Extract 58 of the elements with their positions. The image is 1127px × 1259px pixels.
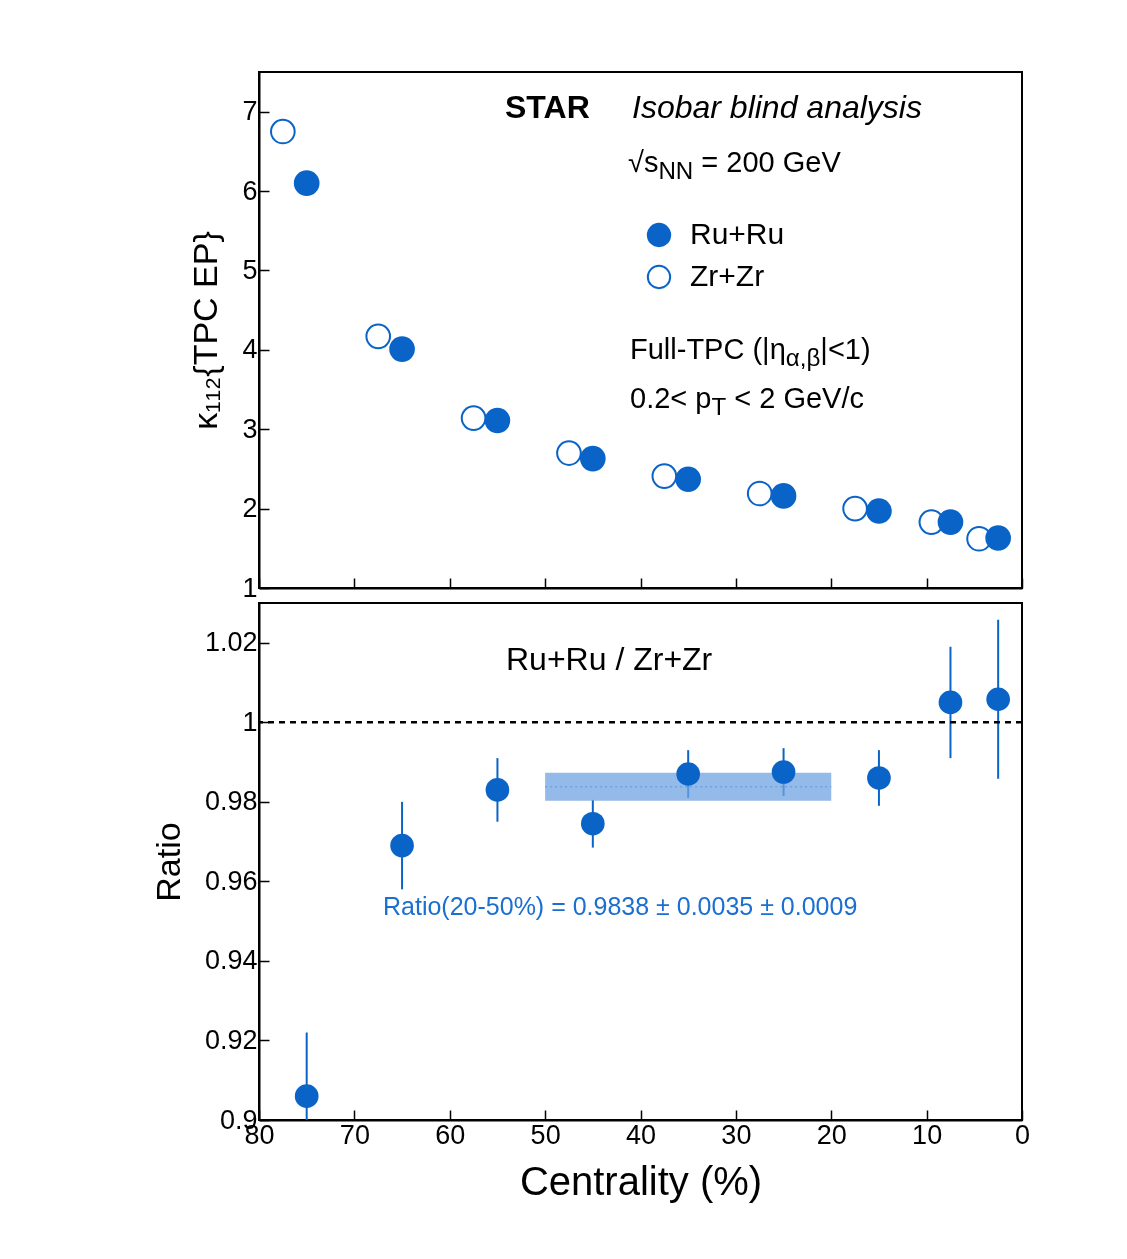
x-tick-label: 60 bbox=[435, 1119, 466, 1150]
point bbox=[294, 1084, 319, 1108]
x-tick-label: 50 bbox=[530, 1119, 561, 1150]
annotation: Ru+Ru / Zr+Zr bbox=[506, 640, 713, 679]
x-axis-title: Centrality (%) bbox=[519, 1158, 763, 1203]
point bbox=[867, 766, 891, 790]
x-tick-label: 20 bbox=[816, 1119, 847, 1150]
x-tick-label: 0 bbox=[1014, 1119, 1031, 1150]
y-axis-title: Ratio bbox=[148, 822, 187, 902]
point bbox=[270, 118, 296, 145]
point bbox=[842, 495, 868, 522]
annotation: Ratio(20-50%) = 0.9838 ± 0.0035 ± 0.0009 bbox=[383, 891, 858, 921]
x-tick-label: 10 bbox=[912, 1119, 943, 1150]
point bbox=[675, 466, 702, 493]
point bbox=[484, 407, 511, 434]
point bbox=[293, 170, 320, 196]
y-tick-label: 0.96 bbox=[204, 865, 258, 896]
point bbox=[985, 525, 1011, 551]
annotation: 0.2< p$_{T}$ < 2 GeV/c bbox=[630, 381, 865, 421]
y-tick-label: 4 bbox=[242, 334, 258, 365]
point bbox=[556, 440, 582, 466]
y-tick-label: 1 bbox=[242, 572, 258, 603]
point bbox=[676, 762, 701, 786]
point bbox=[938, 690, 963, 715]
point bbox=[770, 483, 797, 509]
annotation: STAR bbox=[505, 88, 590, 127]
point bbox=[771, 760, 796, 784]
y-tick-label: 3 bbox=[242, 413, 258, 444]
point bbox=[365, 323, 392, 350]
point bbox=[651, 463, 678, 489]
y-tick-label: 7 bbox=[242, 96, 258, 127]
y-tick-label: 1.02 bbox=[204, 627, 258, 658]
point bbox=[937, 509, 964, 535]
point bbox=[579, 445, 606, 472]
point bbox=[866, 498, 892, 524]
point bbox=[390, 833, 414, 858]
annotation: Isobar blind analysis bbox=[632, 88, 922, 127]
x-tick-label: 70 bbox=[339, 1119, 370, 1150]
point bbox=[580, 811, 605, 836]
y-tick-label: 0.92 bbox=[204, 1024, 258, 1055]
x-tick-label: 40 bbox=[625, 1119, 657, 1150]
y-tick-label: 0.94 bbox=[204, 945, 258, 976]
legend-label: Ru+Ru bbox=[690, 217, 785, 250]
legend-label: Zr+Zr bbox=[690, 259, 765, 292]
point bbox=[460, 405, 487, 431]
x-tick-label: 30 bbox=[721, 1119, 752, 1150]
annotation: √s$_{NN}$ = 200 GeV bbox=[628, 145, 841, 185]
y-tick-label: 6 bbox=[242, 175, 258, 206]
point bbox=[485, 778, 510, 802]
annotation: Full-TPC (|η$_{α,β}$|<1) bbox=[630, 332, 871, 372]
point bbox=[389, 336, 415, 362]
y-tick-label: 1 bbox=[242, 706, 258, 737]
y-tick-label: 2 bbox=[242, 493, 258, 524]
point bbox=[746, 480, 773, 507]
y-axis-title: κ₁₁₂{TPC EP} bbox=[186, 231, 225, 430]
y-tick-label: 5 bbox=[242, 254, 258, 285]
y-tick-label: 0.98 bbox=[204, 786, 258, 817]
point bbox=[986, 687, 1010, 712]
